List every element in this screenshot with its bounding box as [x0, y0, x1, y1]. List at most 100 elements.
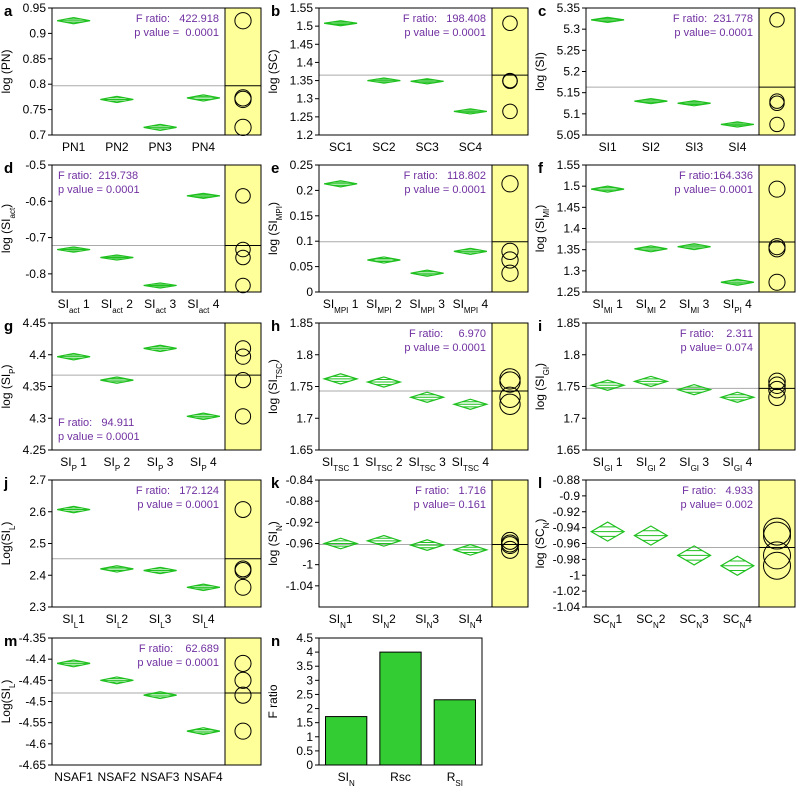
y-tick-label: -0.84 [286, 473, 314, 487]
x-tick-label: SIL1 [62, 612, 85, 630]
label-part: ) [0, 680, 13, 684]
label-part: SI [58, 297, 69, 311]
comparison-circle [768, 372, 786, 391]
y-tick-label: 1.75 [290, 380, 314, 394]
label-part: 2 [121, 612, 128, 626]
subscript: L [74, 621, 79, 630]
y-tick-label: -0.92 [553, 505, 581, 519]
panel-letter: m [4, 633, 17, 650]
label-part: 4 [209, 297, 219, 311]
label-part: 1 [613, 297, 623, 311]
label-part: log (SI [533, 375, 547, 410]
annotation: p value= 0.161 [414, 499, 486, 511]
comparison-circle [768, 380, 786, 399]
annotation: p value = 0.0001 [404, 27, 486, 39]
plot-frame [318, 322, 493, 451]
plot-frame [318, 637, 483, 766]
x-tick-label: SC2 [372, 140, 396, 154]
annotation: F ratio: 198.408 [403, 13, 486, 25]
label-part: SI [190, 455, 201, 469]
label-part: R [447, 770, 456, 784]
y-tick-label: -4.65 [19, 758, 47, 772]
x-tick-label: SIMI 1 [593, 297, 624, 315]
label-part: SI [323, 297, 334, 311]
comparison-circle [763, 517, 791, 546]
annotation: p value = 0.0001 [404, 184, 486, 196]
annotation: p value= 0.0001 [674, 184, 753, 196]
y-tick-label: 0.2 [296, 183, 313, 197]
x-tick-label: NSAF3 [141, 770, 180, 784]
label-part: SI [322, 455, 333, 469]
x-tick-label: SIN1 [329, 612, 353, 630]
subscript: N [739, 621, 745, 630]
y-tick-label: 0.9 [29, 26, 46, 40]
y-axis-label: log (SIN) [266, 521, 284, 565]
plot-frame [585, 7, 760, 136]
label-part: SI [147, 455, 158, 469]
y-tick-label: 1.2 [296, 128, 313, 142]
label-part: 3 [699, 297, 709, 311]
label-part: 3 [702, 612, 709, 626]
x-tick-label: SIP 2 [104, 455, 131, 473]
y-tick-label: 1 [306, 730, 313, 744]
x-tick-label: SIMI 2 [636, 297, 667, 315]
subscript: N [275, 525, 284, 531]
y-tick-label: 1.5 [296, 19, 313, 33]
y-tick-label: 4.25 [23, 443, 47, 457]
comparison-circle [235, 249, 251, 266]
y-tick-label: -0.88 [286, 494, 314, 508]
y-tick-label: -0.96 [286, 537, 314, 551]
comparison-circle [768, 238, 786, 256]
x-tick-label: SIMPI 1 [323, 297, 359, 315]
comparison-circle [502, 73, 518, 90]
comparison-circle [501, 536, 519, 555]
y-tick-label: 0.75 [23, 103, 47, 117]
label-part: 1 [78, 612, 85, 626]
subscript: MPI [377, 306, 391, 315]
x-tick-label: SIP 1 [60, 455, 87, 473]
comparison-circle [235, 241, 251, 258]
subscript: act [112, 306, 123, 315]
comparison-circle [234, 671, 252, 689]
label-part: SI [101, 297, 112, 311]
bar [433, 699, 476, 766]
label-part: ) [0, 364, 13, 368]
label-part: SC [680, 612, 697, 626]
comparison-circle [499, 371, 521, 393]
subscript: P [115, 464, 120, 473]
y-tick-label: 1.45 [290, 37, 314, 51]
comparison-panel [758, 479, 796, 608]
label-part: 4 [745, 612, 752, 626]
subscript: TSC [463, 464, 479, 473]
label-part: 4 [208, 612, 215, 626]
label-part: SI [593, 297, 604, 311]
label-part: SI [452, 455, 463, 469]
subscript: TSC [275, 363, 284, 379]
label-part: SI [408, 455, 419, 469]
comparison-circle [502, 15, 518, 31]
label-part: 4 [476, 612, 483, 626]
y-axis-label: log (SC) [266, 49, 280, 93]
comparison-circle [501, 175, 519, 193]
label-part: SI [106, 612, 117, 626]
plot-frame [51, 637, 226, 766]
subscript: N [696, 621, 702, 630]
annotation: p value = 0.0001 [58, 431, 140, 443]
subscript: GI [734, 464, 742, 473]
y-axis-label: log (SIMI) [533, 205, 551, 253]
label-part: SI [372, 612, 383, 626]
label-part: SI [409, 297, 420, 311]
y-tick-label: -0.98 [553, 552, 581, 566]
y-tick-label: 1.5 [296, 716, 313, 730]
y-tick-label: 2.4 [29, 568, 46, 582]
label-part: SI [366, 297, 377, 311]
subscript: N [427, 621, 433, 630]
subscript: act [155, 306, 166, 315]
label-part: log (SC [533, 528, 547, 568]
y-tick-label: -0.8 [25, 267, 46, 281]
x-tick-label: NSAF4 [184, 770, 223, 784]
x-tick-label: SIP 4 [190, 455, 217, 473]
label-part: SI [415, 612, 426, 626]
y-tick-label: 2.7 [29, 473, 46, 487]
y-axis-label: log (SIP) [0, 364, 17, 408]
